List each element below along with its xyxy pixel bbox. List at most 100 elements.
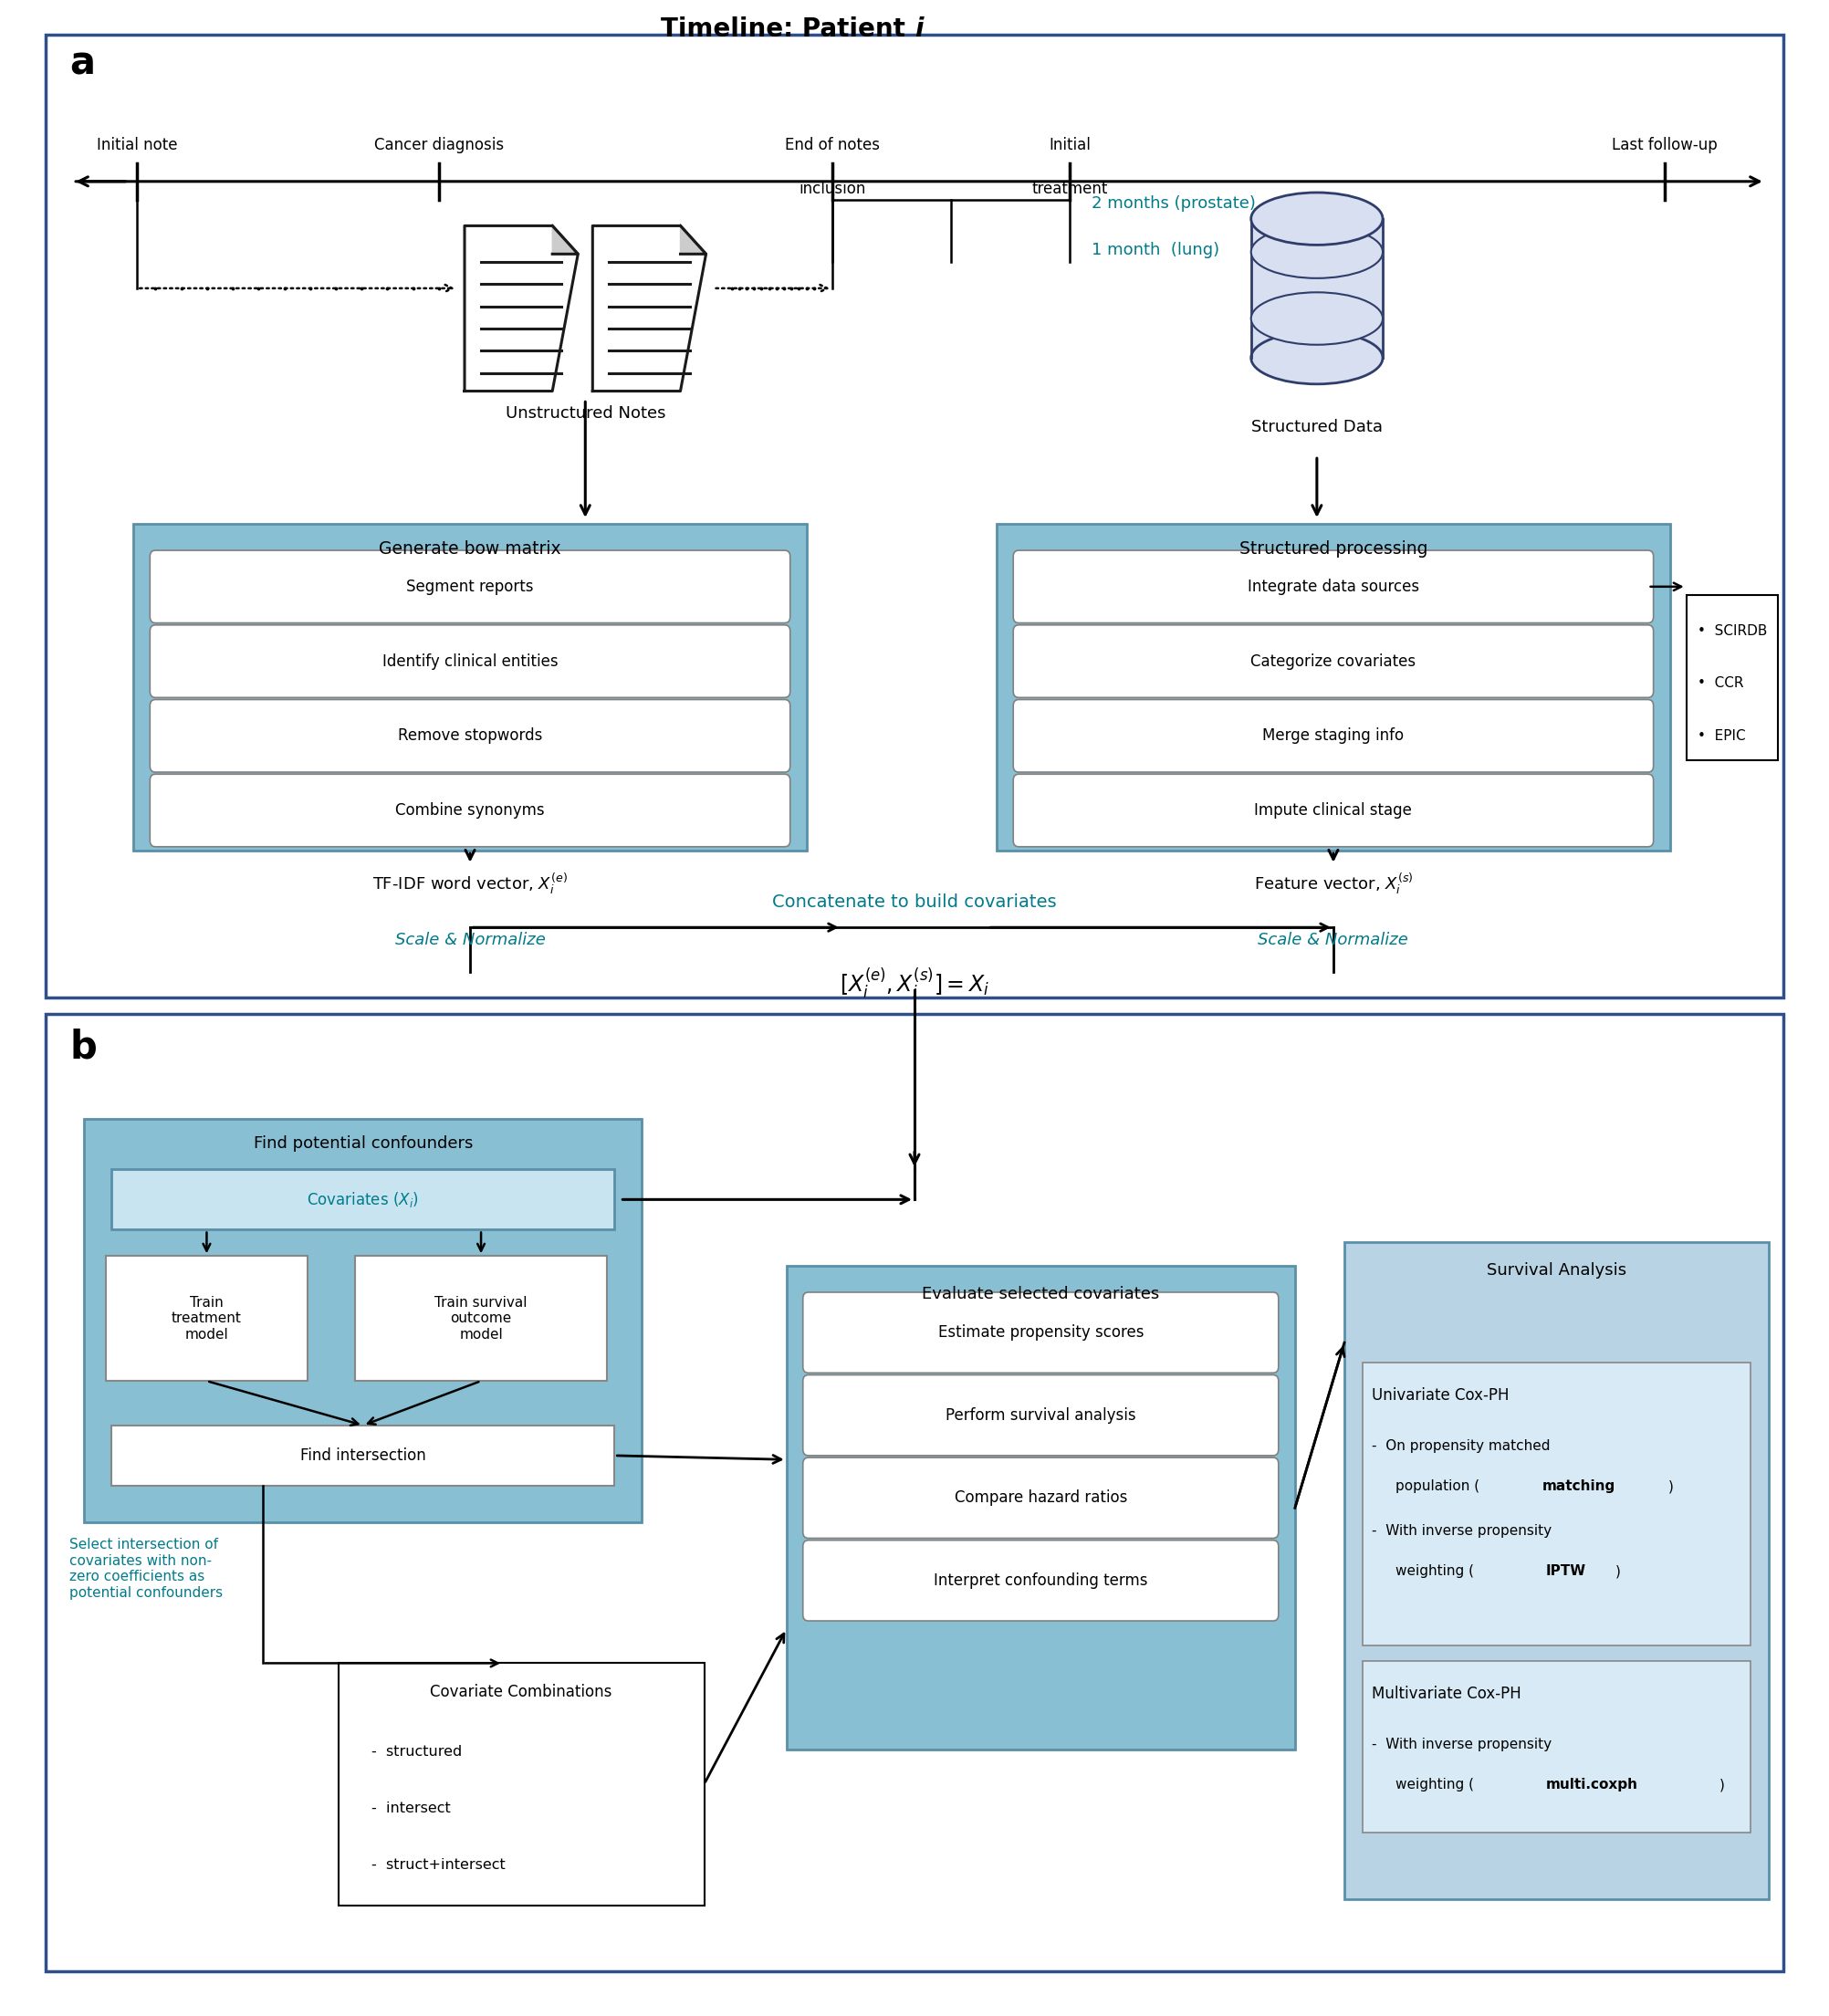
Bar — [84, 1119, 642, 1522]
Text: Last follow-up: Last follow-up — [1611, 137, 1717, 153]
Text: Perform survival analysis: Perform survival analysis — [946, 1407, 1136, 1423]
Text: Categorize covariates: Categorize covariates — [1251, 653, 1416, 669]
Bar — [134, 524, 807, 851]
Bar — [84, 1119, 642, 1522]
Bar — [786, 1266, 1295, 1750]
Text: Impute clinical stage: Impute clinical stage — [1255, 802, 1412, 818]
FancyBboxPatch shape — [150, 700, 790, 772]
Text: Estimate propensity scores: Estimate propensity scores — [938, 1325, 1143, 1341]
Bar — [1363, 1363, 1750, 1645]
Ellipse shape — [1251, 226, 1383, 278]
FancyBboxPatch shape — [150, 774, 790, 847]
Bar — [1363, 1661, 1750, 1833]
Text: Scale & Normalize: Scale & Normalize — [1258, 931, 1408, 948]
Text: weighting (: weighting ( — [1396, 1564, 1474, 1579]
Bar — [106, 1256, 307, 1381]
Ellipse shape — [1251, 331, 1383, 385]
Text: treatment: treatment — [1032, 181, 1108, 198]
Text: Interpret confounding terms: Interpret confounding terms — [933, 1572, 1149, 1589]
Text: Multivariate Cox-PH: Multivariate Cox-PH — [1372, 1685, 1522, 1702]
Bar — [112, 1425, 615, 1486]
FancyBboxPatch shape — [1013, 625, 1653, 698]
Text: Unstructured Notes: Unstructured Notes — [505, 405, 666, 421]
Text: inclusion: inclusion — [799, 181, 865, 198]
Text: Univariate Cox-PH: Univariate Cox-PH — [1372, 1387, 1509, 1403]
Text: ): ) — [1668, 1480, 1674, 1494]
Text: b: b — [70, 1028, 97, 1066]
Bar — [1344, 1242, 1769, 1899]
Text: Covariates ($X_i$): Covariates ($X_i$) — [307, 1189, 419, 1210]
Text: Remove stopwords: Remove stopwords — [397, 728, 543, 744]
Bar — [112, 1169, 615, 1230]
FancyBboxPatch shape — [150, 625, 790, 698]
Text: Find potential confounders: Find potential confounders — [254, 1135, 472, 1151]
Text: i: i — [914, 16, 924, 42]
FancyBboxPatch shape — [803, 1375, 1278, 1456]
Text: Initial note: Initial note — [97, 137, 177, 153]
Bar — [338, 1663, 704, 1905]
Text: Train
treatment
model: Train treatment model — [172, 1296, 241, 1341]
Polygon shape — [593, 226, 706, 391]
Text: Evaluate selected covariates: Evaluate selected covariates — [922, 1286, 1160, 1302]
FancyBboxPatch shape — [1013, 550, 1653, 623]
Polygon shape — [680, 226, 706, 254]
Bar — [1344, 1242, 1769, 1899]
Bar — [134, 524, 807, 851]
FancyBboxPatch shape — [803, 1540, 1278, 1621]
Text: $[X_i^{(e)}, X_i^{(s)}] = X_i$: $[X_i^{(e)}, X_i^{(s)}] = X_i$ — [840, 966, 989, 1000]
FancyBboxPatch shape — [1013, 774, 1653, 847]
Bar — [997, 524, 1670, 851]
FancyBboxPatch shape — [803, 1458, 1278, 1538]
Bar — [46, 1014, 1783, 1972]
Ellipse shape — [1251, 194, 1383, 246]
Text: TF-IDF word vector, $X_i^{(e)}$: TF-IDF word vector, $X_i^{(e)}$ — [373, 871, 567, 897]
Text: IPTW: IPTW — [1546, 1564, 1586, 1579]
Bar — [997, 524, 1670, 851]
Text: 2 months (prostate): 2 months (prostate) — [1092, 196, 1257, 212]
Text: Feature vector, $X_i^{(s)}$: Feature vector, $X_i^{(s)}$ — [1253, 871, 1414, 897]
Text: Integrate data sources: Integrate data sources — [1247, 579, 1419, 595]
Ellipse shape — [1251, 292, 1383, 345]
FancyBboxPatch shape — [803, 1292, 1278, 1373]
Bar — [786, 1266, 1295, 1750]
Text: -  On propensity matched: - On propensity matched — [1372, 1439, 1551, 1454]
Text: population (: population ( — [1396, 1480, 1480, 1494]
Polygon shape — [1251, 220, 1383, 359]
Text: 1 month  (lung): 1 month (lung) — [1092, 242, 1220, 258]
Text: Structured processing: Structured processing — [1238, 540, 1428, 558]
Text: Cancer diagnosis: Cancer diagnosis — [375, 137, 503, 153]
Text: matching: matching — [1542, 1480, 1615, 1494]
Text: Find intersection: Find intersection — [300, 1447, 426, 1464]
Text: Covariate Combinations: Covariate Combinations — [430, 1683, 613, 1699]
Text: multi.coxph: multi.coxph — [1546, 1778, 1637, 1792]
Text: •  CCR: • CCR — [1697, 677, 1743, 689]
Text: Compare hazard ratios: Compare hazard ratios — [955, 1490, 1127, 1506]
Text: -  structured: - structured — [371, 1746, 463, 1758]
Text: -  intersect: - intersect — [371, 1802, 450, 1814]
Text: weighting (: weighting ( — [1396, 1778, 1474, 1792]
Text: Survival Analysis: Survival Analysis — [1487, 1262, 1626, 1278]
Text: -  With inverse propensity: - With inverse propensity — [1372, 1524, 1551, 1538]
Text: •  EPIC: • EPIC — [1697, 730, 1745, 742]
Bar — [355, 1256, 607, 1381]
Text: -  With inverse propensity: - With inverse propensity — [1372, 1738, 1551, 1752]
Text: End of notes: End of notes — [785, 137, 880, 153]
Text: ): ) — [1719, 1778, 1725, 1792]
Text: Combine synonyms: Combine synonyms — [395, 802, 545, 818]
Text: Concatenate to build covariates: Concatenate to build covariates — [772, 893, 1057, 911]
FancyBboxPatch shape — [150, 550, 790, 623]
Text: Select intersection of
covariates with non-
zero coefficients as
potential confo: Select intersection of covariates with n… — [70, 1538, 223, 1599]
Bar — [1686, 595, 1778, 760]
Text: Train survival
outcome
model: Train survival outcome model — [435, 1296, 527, 1341]
Text: Timeline: Patient: Timeline: Patient — [662, 16, 914, 42]
Polygon shape — [552, 226, 578, 254]
Text: Merge staging info: Merge staging info — [1262, 728, 1405, 744]
Bar — [46, 34, 1783, 998]
Text: Scale & Normalize: Scale & Normalize — [395, 931, 545, 948]
Text: Identify clinical entities: Identify clinical entities — [382, 653, 558, 669]
Text: Initial: Initial — [1050, 137, 1090, 153]
Text: -  struct+intersect: - struct+intersect — [371, 1859, 505, 1871]
Polygon shape — [465, 226, 578, 391]
FancyBboxPatch shape — [1013, 700, 1653, 772]
Text: Generate bow matrix: Generate bow matrix — [379, 540, 562, 558]
